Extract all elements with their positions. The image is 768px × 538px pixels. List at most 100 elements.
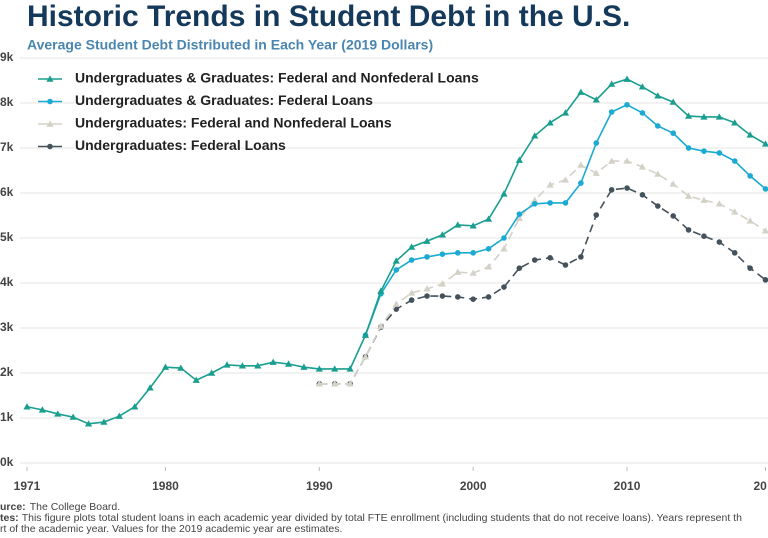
- data-point: [177, 364, 185, 371]
- data-point: [638, 163, 647, 170]
- data-point: [470, 296, 476, 303]
- data-point: [515, 214, 523, 221]
- data-point: [115, 412, 123, 419]
- data-point: [361, 331, 370, 338]
- data-point: [238, 362, 246, 369]
- data-point: [331, 380, 339, 387]
- data-point: [746, 131, 754, 138]
- data-point: [715, 113, 723, 120]
- data-point: [392, 257, 400, 264]
- data-point: [639, 110, 646, 116]
- data-point: [501, 235, 507, 241]
- data-point: [561, 176, 570, 183]
- series-line: [364, 103, 767, 336]
- data-point: [655, 123, 661, 129]
- data-point: [392, 300, 400, 307]
- notes-label: tes:: [0, 512, 19, 524]
- data-point: [731, 208, 739, 215]
- data-point: [438, 280, 447, 287]
- y-tick-label: 4k: [0, 275, 14, 289]
- chart-subtitle: Average Student Debt Distributed in Each…: [27, 37, 433, 53]
- data-point: [670, 213, 676, 219]
- data-point: [423, 285, 431, 292]
- data-point: [638, 83, 647, 90]
- data-point: [731, 158, 738, 164]
- data-point: [377, 322, 385, 329]
- data-point: [424, 254, 430, 260]
- data-point: [38, 406, 46, 413]
- data-point: [685, 145, 692, 151]
- data-point: [578, 254, 584, 260]
- data-point: [501, 284, 507, 290]
- data-point: [300, 363, 308, 370]
- data-point: [315, 365, 323, 372]
- data-point: [500, 245, 508, 252]
- data-point: [315, 380, 323, 387]
- x-tick-label: 2000: [460, 479, 487, 493]
- x-tick-label: 1971: [14, 479, 41, 493]
- data-point: [408, 257, 415, 263]
- data-point: [531, 257, 538, 263]
- data-point: [469, 269, 477, 276]
- data-point: [484, 215, 493, 222]
- data-point: [146, 384, 154, 391]
- data-point: [454, 294, 461, 300]
- data-point: [223, 361, 231, 368]
- series-line: [26, 78, 766, 425]
- data-point: [561, 109, 570, 116]
- data-point: [54, 410, 62, 417]
- data-point: [346, 380, 354, 387]
- data-point: [361, 353, 370, 360]
- data-point: [716, 150, 723, 156]
- legend-label: Undergraduates: Federal Loans: [75, 137, 286, 153]
- data-point: [423, 237, 431, 244]
- data-point: [669, 98, 677, 105]
- notes: tes: This figure plots total student loan…: [0, 512, 742, 524]
- data-point: [623, 157, 631, 164]
- legend-label: Undergraduates & Graduates: Federal Loan…: [75, 92, 373, 108]
- data-point: [546, 119, 554, 126]
- data-point: [454, 250, 461, 256]
- data-point: [439, 251, 446, 257]
- data-point: [531, 196, 539, 203]
- data-point: [192, 376, 200, 383]
- series-line: [319, 160, 766, 385]
- legend-label: Undergraduates: Federal and Nonfederal L…: [75, 115, 392, 131]
- legend-marker: [47, 143, 53, 150]
- data-point: [747, 265, 753, 271]
- data-point: [684, 112, 693, 119]
- data-point: [469, 222, 477, 229]
- data-point: [762, 277, 768, 283]
- data-point: [761, 227, 768, 234]
- data-point: [593, 212, 600, 218]
- y-tick-label: 3k: [0, 320, 14, 334]
- chart-title: Historic Trends in Student Debt in the U…: [27, 0, 630, 33]
- y-tick-label: 7k: [0, 140, 14, 154]
- data-point: [654, 170, 662, 177]
- data-point: [746, 217, 754, 224]
- data-point: [715, 200, 723, 207]
- x-tick-label: 1990: [306, 479, 333, 493]
- data-point: [284, 360, 293, 367]
- legend-marker: [46, 75, 54, 82]
- data-point: [701, 233, 707, 239]
- data-point: [592, 169, 600, 176]
- legend-marker: [46, 120, 54, 127]
- y-tick-label: 2k: [0, 365, 14, 379]
- data-point: [623, 75, 631, 82]
- data-point: [254, 362, 262, 369]
- data-point: [655, 203, 661, 209]
- data-point: [408, 243, 416, 250]
- notes-line: rt of the academic year. Values for the …: [0, 523, 342, 535]
- y-tick-label: 6k: [0, 185, 14, 199]
- data-point: [731, 250, 738, 256]
- data-point: [23, 403, 31, 410]
- data-point: [500, 190, 508, 197]
- data-point: [393, 267, 400, 273]
- data-point: [577, 161, 585, 168]
- data-point: [747, 173, 753, 179]
- data-point: [577, 88, 585, 95]
- data-point: [624, 102, 630, 108]
- legend-marker: [47, 98, 53, 105]
